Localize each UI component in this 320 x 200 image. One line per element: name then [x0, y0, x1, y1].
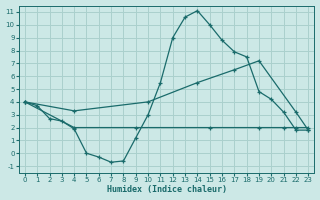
X-axis label: Humidex (Indice chaleur): Humidex (Indice chaleur)	[107, 185, 227, 194]
